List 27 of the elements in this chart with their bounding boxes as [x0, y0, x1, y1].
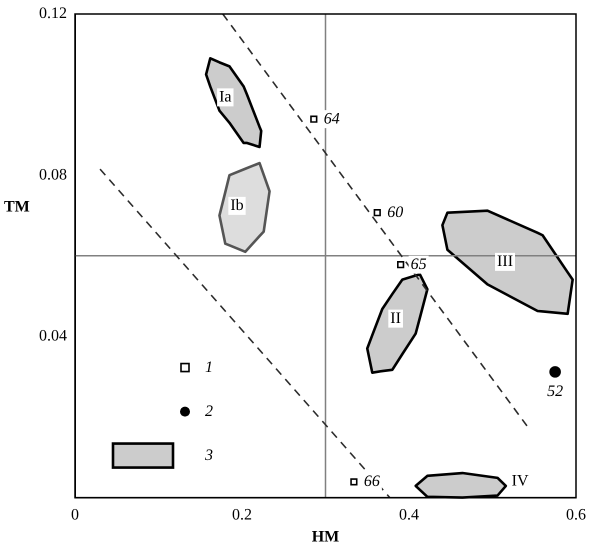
point — [374, 209, 381, 216]
x-tick-label: 0.4 — [399, 506, 419, 524]
annotation: 66 — [364, 473, 380, 490]
legend-label: 3 — [204, 446, 213, 464]
x-tick-label: 0 — [71, 506, 79, 524]
x-axis-title: HM — [312, 528, 340, 546]
annotation: 65 — [410, 256, 427, 273]
x-tick-label: 0.6 — [566, 506, 586, 524]
annotation: 60 — [387, 204, 404, 221]
annotation: Ia — [219, 88, 232, 106]
legend-label: 2 — [205, 402, 213, 420]
annotation: 64 — [324, 110, 340, 128]
annotation: 52 — [547, 383, 564, 400]
point — [397, 261, 404, 268]
annotation: II — [390, 310, 401, 327]
y-axis-title: TM — [4, 198, 30, 216]
y-tick-label: 0.08 — [39, 166, 67, 184]
point — [549, 366, 561, 378]
x-tick-label: 0.2 — [232, 506, 252, 524]
y-tick-label: 0.12 — [39, 5, 67, 22]
annotation: Ib — [230, 197, 244, 214]
annotation: IV — [512, 472, 529, 490]
point — [310, 116, 318, 123]
legend-label: 1 — [205, 358, 213, 376]
annotation: III — [497, 253, 514, 270]
y-tick-label: 0.04 — [39, 328, 67, 345]
point — [350, 478, 358, 486]
